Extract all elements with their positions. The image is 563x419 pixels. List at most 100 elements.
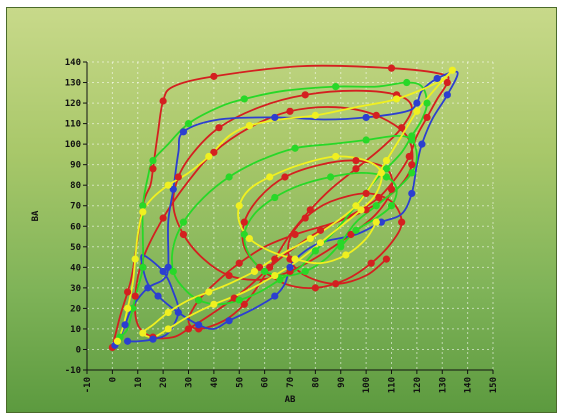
y-tick-label: 60 [70,222,81,232]
y-axis-label: BA [31,210,41,221]
data-point [367,259,375,267]
data-point [124,304,132,312]
data-point [121,321,129,329]
data-point [418,140,426,148]
y-tick-label: 110 [65,120,81,130]
data-point [179,128,188,136]
data-point [382,156,391,165]
data-point [149,165,157,173]
data-point [306,234,314,243]
data-point [291,144,299,152]
data-point [169,267,177,276]
data-point [342,251,350,259]
data-point [375,193,383,202]
data-point [362,189,370,198]
data-point [131,255,139,263]
data-point [205,152,213,161]
data-point [271,271,279,280]
data-point [266,173,274,181]
data-point [403,78,411,87]
data-point [139,263,147,271]
data-point [347,230,355,239]
x-tick-label: 50 [235,377,245,388]
data-point [362,206,370,214]
data-point [144,284,152,292]
data-point [261,267,269,276]
y-tick-label: -10 [65,366,81,376]
data-point [377,169,385,177]
x-tick-label: 60 [261,377,271,388]
y-tick-label: 40 [70,263,81,273]
x-tick-label: 90 [337,377,347,388]
x-tick-label: 150 [489,377,499,393]
data-point [387,202,396,210]
data-point [271,193,279,202]
data-point [382,173,391,181]
data-point [372,218,380,226]
data-point [164,263,172,271]
data-point [392,95,401,103]
data-point [362,136,370,144]
data-point [210,148,218,156]
data-point [332,280,340,288]
x-tick-label: 110 [388,377,398,393]
x-tick-label: 20 [159,377,169,388]
data-point [398,124,406,132]
data-point [271,292,279,300]
data-point [316,239,325,247]
data-point [205,288,213,296]
data-point [276,276,284,284]
data-point [382,165,391,173]
data-point [210,72,218,80]
data-point [332,152,340,161]
data-point [139,202,147,210]
data-point [301,267,309,276]
x-tick-label: 0 [108,377,118,382]
data-point [245,122,253,130]
x-tick-label: 30 [185,377,195,388]
data-point [174,173,182,181]
data-point [240,95,248,103]
data-point [413,107,421,115]
data-point [408,189,416,198]
data-point [327,173,335,181]
data-point [240,300,248,308]
data-point [352,226,360,234]
x-tick-label: 80 [311,377,321,388]
data-point [124,288,132,296]
data-point [164,181,172,189]
data-point [398,218,406,226]
data-point [184,120,193,128]
data-point [332,83,340,91]
data-point [286,263,294,271]
data-point [291,230,299,239]
data-point [306,206,314,214]
y-tick-label: 10 [70,325,81,335]
data-point [352,165,360,173]
data-point [311,247,319,255]
data-point [291,255,299,263]
data-point [423,113,431,122]
data-point [250,267,259,276]
data-point [240,218,248,226]
data-point [448,66,456,74]
y-tick-label: 120 [65,99,81,109]
data-point [301,91,309,99]
y-tick-label: 90 [70,161,81,171]
y-tick-label: 50 [70,243,81,253]
data-point [311,284,319,292]
data-point [113,337,122,345]
data-point [433,74,441,83]
data-point [159,267,167,276]
data-point [245,234,253,243]
x-tick-label: 10 [134,377,144,388]
data-point [210,300,218,308]
data-point [184,325,193,333]
data-point [225,317,233,325]
data-point [405,152,413,161]
data-point [372,202,380,210]
data-point [149,335,157,343]
data-point [225,271,233,280]
x-tick-label: 140 [464,377,474,393]
